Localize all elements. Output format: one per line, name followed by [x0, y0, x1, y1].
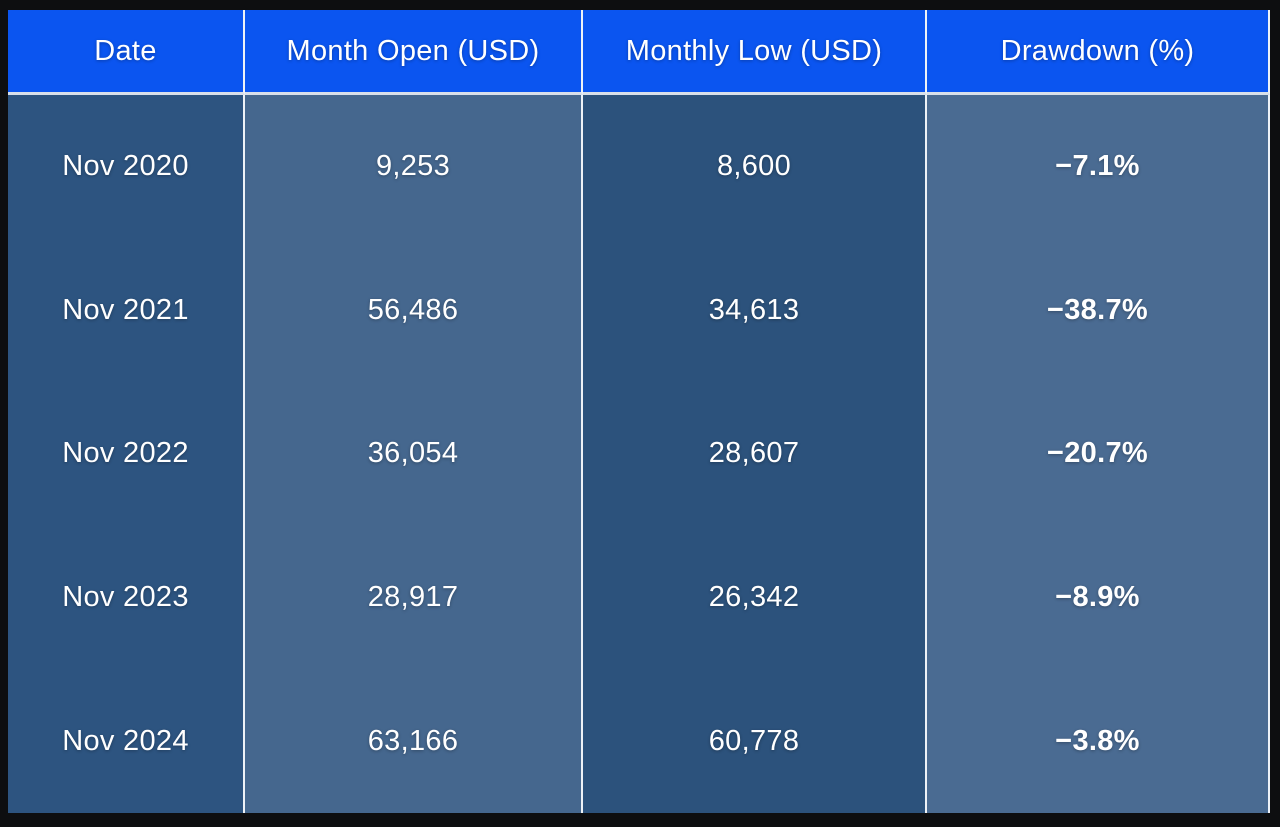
cell-date: Nov 2020 — [8, 95, 245, 239]
cell-low: 8,600 — [583, 95, 927, 239]
cell-low: 34,613 — [583, 238, 927, 383]
cell-open: 28,917 — [245, 525, 583, 670]
cell-date: Nov 2023 — [8, 525, 245, 670]
cell-date: Nov 2024 — [8, 669, 245, 813]
column-header-drawdown: Drawdown (%) — [927, 10, 1270, 95]
cell-drawdown: −20.7% — [927, 382, 1270, 526]
cell-date: Nov 2022 — [8, 382, 245, 526]
cell-date: Nov 2021 — [8, 238, 245, 383]
column-header-monthly-low: Monthly Low (USD) — [583, 10, 927, 95]
cell-drawdown: −3.8% — [927, 669, 1270, 813]
cell-low: 26,342 — [583, 525, 927, 670]
cell-open: 56,486 — [245, 238, 583, 383]
cell-low: 28,607 — [583, 382, 927, 526]
column-header-month-open: Month Open (USD) — [245, 10, 583, 95]
column-header-date: Date — [8, 10, 245, 95]
cell-drawdown: −7.1% — [927, 95, 1270, 239]
cell-open: 36,054 — [245, 382, 583, 526]
drawdown-table: Date Month Open (USD) Monthly Low (USD) … — [8, 10, 1270, 813]
cell-open: 9,253 — [245, 95, 583, 239]
cell-drawdown: −38.7% — [927, 238, 1270, 383]
cell-open: 63,166 — [245, 669, 583, 813]
cell-low: 60,778 — [583, 669, 927, 813]
cell-drawdown: −8.9% — [927, 525, 1270, 670]
